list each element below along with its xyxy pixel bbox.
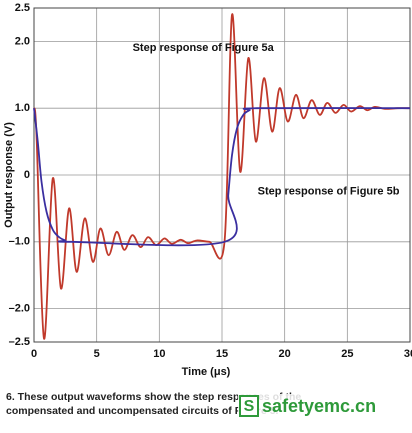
caption: 6. These output waveforms show the step … [6,391,302,417]
caption-box: 6. These output waveforms show the step … [6,391,302,417]
data-line [33,13,411,340]
watermark-badge-box [239,395,259,417]
watermark-badge: S [244,398,255,415]
watermark: S safetyemc.cn [238,394,402,420]
y-tick-label: –2.0 [9,303,30,315]
y-axis-label: Output response (V) [3,122,15,228]
y-tick-label: 2.5 [15,2,30,14]
x-tick-label: 5 [94,348,100,360]
annotation: Step response of Figure 5a [133,42,275,54]
x-axis-label: Time (μs) [182,366,231,378]
watermark-bg [238,394,402,420]
x-tick-label: 30 [404,348,412,360]
data-line [33,107,411,247]
y-tick-label: 2.0 [15,35,30,47]
x-tick-label: 20 [279,348,291,360]
y-tick-label: –2.5 [9,336,30,348]
x-tick-label: 25 [341,348,353,360]
x-tick-label: 15 [216,348,228,360]
annotation: Step response of Figure 5b [258,186,400,198]
x-tick-label: 10 [153,348,165,360]
x-tick-label: 0 [31,348,37,360]
plot-frame [33,7,411,343]
y-tick-label: –1.0 [9,236,30,248]
watermark-text: safetyemc.cn [262,396,376,416]
y-tick-label: 0 [24,169,30,181]
y-tick-label: 1.0 [15,102,30,114]
